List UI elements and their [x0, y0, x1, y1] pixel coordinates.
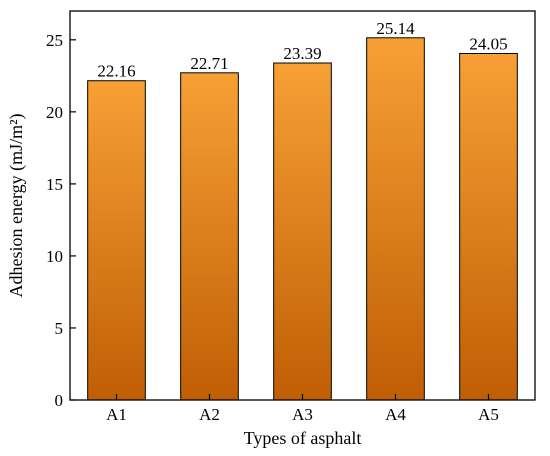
- x-tick-label: A1: [106, 405, 127, 424]
- bar-a1: [87, 80, 146, 401]
- x-axis: A1 A2 A3 A4 A5: [106, 394, 499, 424]
- bar-a5: [459, 53, 518, 401]
- y-tick-label: 20: [46, 103, 63, 122]
- bar-a4: [366, 37, 425, 401]
- bar-a3: [273, 62, 332, 401]
- x-tick-label: A2: [199, 405, 220, 424]
- bar-value-label: 23.39: [283, 44, 321, 63]
- x-axis-title: Types of asphalt: [244, 428, 362, 448]
- y-tick-label: 25: [46, 31, 63, 50]
- bar-value-label: 22.71: [190, 54, 228, 73]
- y-tick-label: 15: [46, 175, 63, 194]
- y-axis: 0 5 10 15 20 25: [46, 31, 76, 410]
- y-tick-label: 0: [55, 391, 64, 410]
- bar-value-label: 25.14: [376, 19, 415, 38]
- bar-value-label: 24.05: [469, 35, 507, 54]
- x-tick-label: A5: [478, 405, 499, 424]
- data-labels: 22.16 22.71 23.39 25.14 24.05: [97, 19, 507, 81]
- x-tick-label: A4: [385, 405, 406, 424]
- bars: [87, 37, 518, 401]
- y-tick-label: 5: [55, 319, 64, 338]
- x-tick-label: A3: [292, 405, 313, 424]
- bar-value-label: 22.16: [97, 62, 135, 81]
- y-axis-title: Adhesion energy (mJ/m²): [6, 113, 27, 297]
- bar-a2: [180, 72, 239, 401]
- y-tick-label: 10: [46, 247, 63, 266]
